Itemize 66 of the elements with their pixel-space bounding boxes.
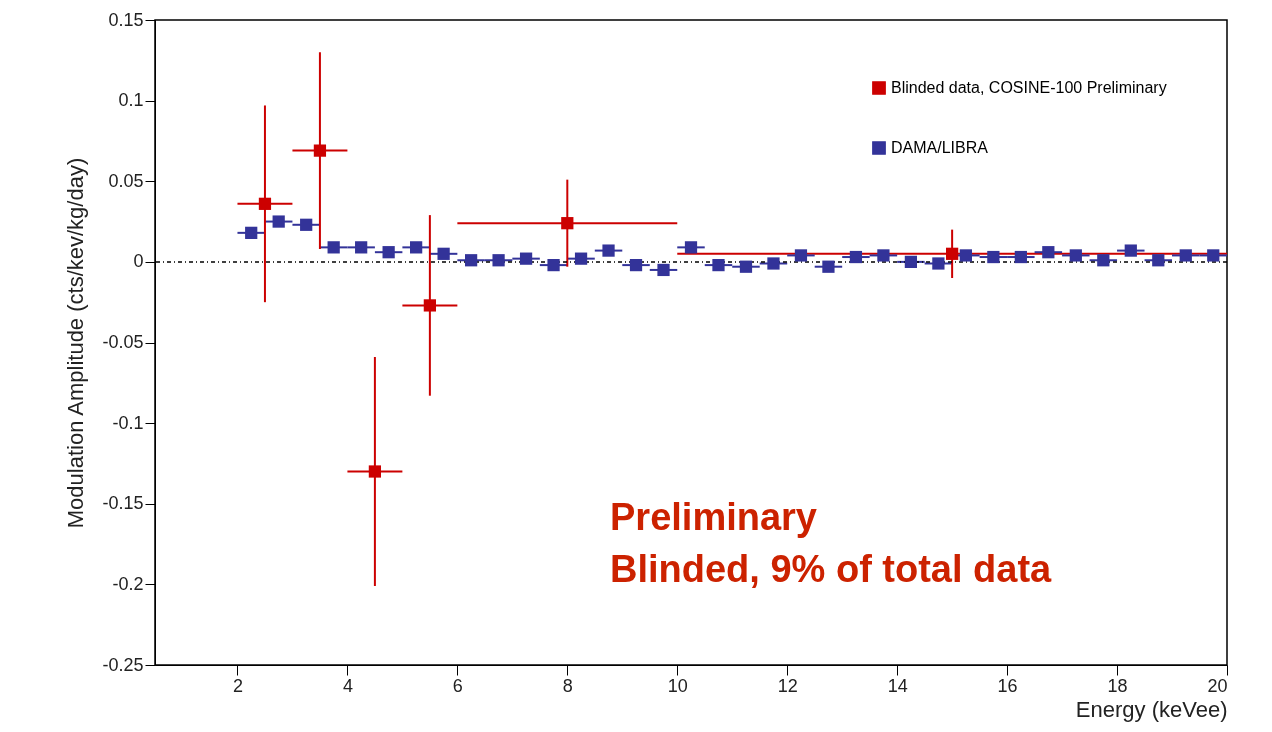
point <box>245 226 258 239</box>
x-tick-label: 14 <box>887 675 908 696</box>
point <box>382 246 395 259</box>
x-tick-label: 12 <box>777 675 798 696</box>
point <box>423 299 436 312</box>
y-tick-label: 0 <box>133 251 144 272</box>
point <box>1097 254 1110 267</box>
point <box>437 247 450 260</box>
x-tick-label: 10 <box>667 675 688 696</box>
y-tick-label: -0.2 <box>112 573 144 594</box>
point <box>657 263 670 277</box>
point <box>258 197 272 210</box>
x-tick-label: 2 <box>232 675 243 696</box>
point <box>602 244 615 257</box>
point <box>300 218 313 231</box>
point <box>355 241 368 254</box>
point <box>946 247 959 260</box>
point <box>1042 246 1055 259</box>
annotation: Preliminary Blinded, 9% of total data <box>610 496 1053 590</box>
point <box>492 254 505 267</box>
point <box>1014 250 1027 264</box>
point <box>987 250 1000 264</box>
point <box>327 241 340 254</box>
point <box>1179 249 1192 262</box>
x-tick-label: 8 <box>562 675 573 696</box>
point <box>794 249 808 262</box>
point <box>1069 249 1082 262</box>
x-tick-label: 16 <box>997 675 1018 696</box>
y-tick-label: 0.1 <box>118 90 144 111</box>
point <box>932 257 945 270</box>
point <box>1207 249 1220 262</box>
point <box>767 257 780 270</box>
x-tick-label: 20 <box>1207 675 1228 696</box>
point <box>519 252 533 265</box>
point <box>904 255 918 268</box>
point <box>712 258 725 272</box>
point <box>547 258 560 272</box>
y-axis-title: Modulation Amplitude (cts/kev/kg/day) <box>63 157 89 529</box>
point <box>272 215 285 228</box>
point <box>561 217 574 230</box>
point <box>464 254 478 267</box>
point <box>410 241 423 254</box>
x-tick-label: 4 <box>342 675 353 696</box>
y-tick-label: -0.15 <box>102 493 144 514</box>
y-tick-label: 0.15 <box>108 9 144 30</box>
point <box>313 144 327 157</box>
point <box>574 252 588 265</box>
point <box>822 260 835 273</box>
point <box>1152 254 1165 267</box>
point <box>849 250 863 264</box>
point <box>877 249 890 262</box>
x-axis-title: Energy (keVee) <box>1075 696 1228 722</box>
y-tick-label: 0.05 <box>108 170 144 191</box>
point <box>739 260 753 273</box>
y-tick-label: -0.05 <box>102 332 144 352</box>
x-tick-label: 18 <box>1107 675 1128 696</box>
legend-label: Blinded data, COSINE-100 Preliminary <box>891 79 1167 96</box>
y-tick-label: -0.25 <box>102 654 144 675</box>
point <box>684 241 698 254</box>
x-tick-label: 6 <box>452 675 463 696</box>
point <box>368 465 382 478</box>
legend-label: DAMA/LIBRA <box>891 139 989 156</box>
y-tick-label: -0.1 <box>112 412 144 433</box>
point <box>629 258 643 272</box>
point <box>959 249 972 262</box>
point <box>1124 244 1137 257</box>
